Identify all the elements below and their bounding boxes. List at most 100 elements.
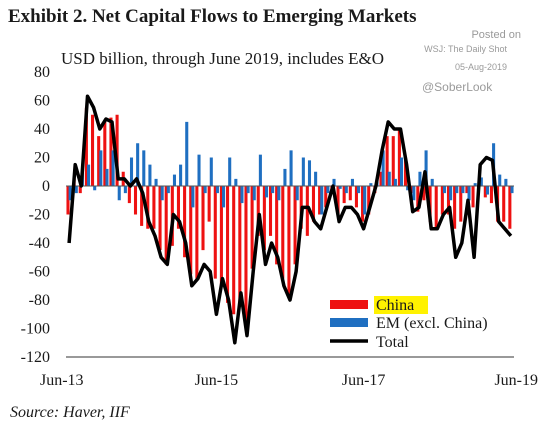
china-bar <box>152 186 156 229</box>
y-tick-label: 60 <box>34 93 50 110</box>
china-bar <box>176 186 180 229</box>
em-bar <box>87 164 91 186</box>
china-bar <box>133 186 138 215</box>
em-bar <box>74 186 78 194</box>
em-bar <box>148 164 152 186</box>
em-bar <box>252 186 256 201</box>
em-bar <box>264 186 269 198</box>
china-bar <box>446 186 451 215</box>
y-tick-label: -100 <box>21 321 50 338</box>
china-bar <box>311 186 316 222</box>
watermark-date: 05-Aug-2019 <box>454 62 507 72</box>
em-bar <box>357 186 361 194</box>
em-bar <box>393 178 397 186</box>
china-bar <box>385 136 389 186</box>
china-bar <box>342 186 346 204</box>
china-bar <box>201 186 205 251</box>
em-bar <box>498 174 502 186</box>
x-tick-label: Jun-19 <box>494 372 538 389</box>
china-bar <box>91 114 95 186</box>
china-bar <box>440 186 444 215</box>
watermark-handle: @SoberLook <box>422 80 493 94</box>
china-bar <box>391 136 395 186</box>
china-bar <box>324 186 328 208</box>
china-bar <box>189 186 193 275</box>
china-bar <box>195 186 199 279</box>
em-bar <box>461 186 465 194</box>
china-bar <box>434 186 438 229</box>
legend-label: Total <box>376 334 409 351</box>
china-bar <box>367 186 371 215</box>
china-bar <box>250 186 254 269</box>
em-bar <box>258 154 262 186</box>
em-bar <box>179 164 183 186</box>
em-bar <box>271 186 275 194</box>
em-bar <box>301 157 305 186</box>
china-bar <box>354 186 358 208</box>
y-tick-label: -60 <box>29 264 50 281</box>
watermark-source: WSJ: The Daily Shot <box>424 44 507 54</box>
em-bar <box>467 186 471 201</box>
china-bar <box>232 186 236 315</box>
em-bar <box>228 157 232 186</box>
china-bar <box>471 186 475 208</box>
em-bar <box>154 178 158 186</box>
china-bar <box>459 186 463 222</box>
china-bar <box>410 186 414 194</box>
em-bar <box>314 171 318 186</box>
em-bar <box>326 186 330 194</box>
em-bar <box>191 186 195 208</box>
source-note: Source: Haver, IIF <box>10 404 130 421</box>
china-bar <box>361 186 365 222</box>
china-bar <box>502 186 506 222</box>
china-bar <box>305 186 309 236</box>
em-bar <box>203 186 207 194</box>
em-bar <box>363 186 367 215</box>
em-bar <box>246 186 250 194</box>
china-bar <box>379 171 383 186</box>
x-tick-label: Jun-13 <box>40 372 84 389</box>
em-bar <box>406 186 410 191</box>
china-bar <box>219 186 223 286</box>
em-bar <box>338 186 342 189</box>
china-bar <box>78 186 82 194</box>
china-bar <box>226 186 230 303</box>
em-bar <box>99 150 103 186</box>
china-bar <box>465 186 469 194</box>
em-bar <box>424 150 428 186</box>
em-bar <box>160 186 164 201</box>
em-bar <box>166 186 170 194</box>
em-bar <box>442 186 447 194</box>
china-bar <box>453 186 457 229</box>
y-tick-label: -20 <box>29 207 50 224</box>
legend-swatch-china <box>330 300 368 309</box>
em-bar <box>197 154 201 186</box>
em-bar <box>473 183 477 186</box>
em-bar <box>172 174 177 186</box>
china-bar <box>213 186 217 279</box>
em-bar <box>485 186 489 195</box>
china-bar <box>403 157 408 186</box>
china-bar <box>293 186 297 265</box>
china-bar <box>127 186 131 204</box>
em-bar <box>240 186 244 204</box>
china-bar <box>140 186 144 226</box>
china-bar <box>336 186 340 215</box>
em-bar <box>185 121 189 186</box>
y-tick-label: 0 <box>42 178 50 195</box>
em-bar <box>283 168 287 186</box>
china-bar <box>146 186 150 229</box>
china-bar <box>508 186 512 229</box>
em-bar <box>117 186 121 201</box>
china-bar <box>268 186 273 236</box>
china-bar <box>158 186 162 251</box>
china-bar <box>103 121 107 186</box>
em-bar <box>234 178 238 186</box>
em-bar <box>332 178 336 186</box>
y-tick-label: -120 <box>21 349 50 366</box>
china-bar <box>287 186 291 298</box>
em-bar <box>510 186 514 194</box>
legend-swatch-em <box>330 318 368 327</box>
china-bar <box>256 186 260 236</box>
